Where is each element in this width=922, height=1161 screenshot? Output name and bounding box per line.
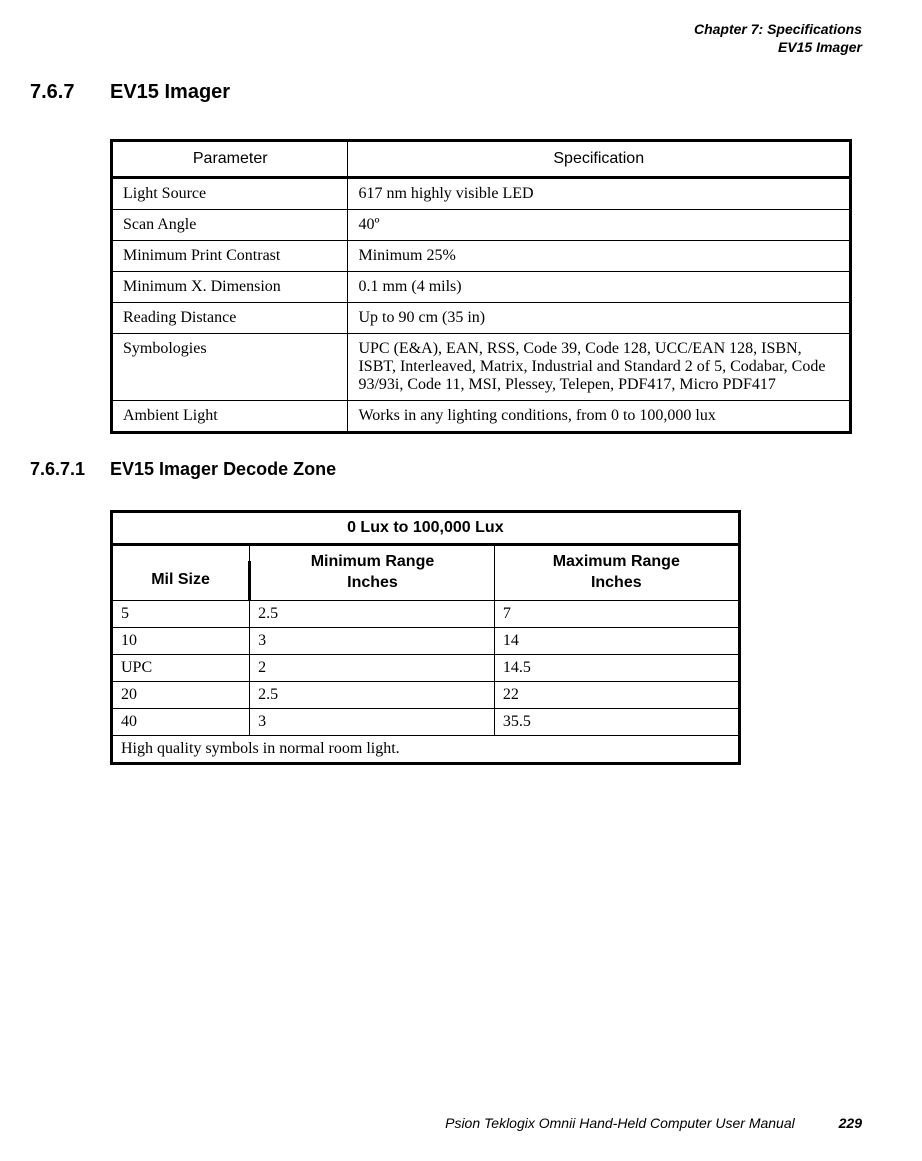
subsection-title: EV15 Imager Decode Zone — [110, 459, 336, 480]
table-row: Symbologies UPC (E&A), EAN, RSS, Code 39… — [112, 334, 851, 401]
max-range: 35.5 — [494, 708, 739, 735]
min-range: 3 — [250, 708, 495, 735]
spec-value: 617 nm highly visible LED — [348, 178, 851, 210]
empty-cell — [112, 545, 250, 561]
spec-value: Minimum 25% — [348, 241, 851, 272]
mil-size: UPC — [112, 654, 250, 681]
max-range: 14 — [494, 627, 739, 654]
spec-param: Minimum Print Contrast — [112, 241, 348, 272]
spec-value: Up to 90 cm (35 in) — [348, 303, 851, 334]
mil-size: 40 — [112, 708, 250, 735]
decode-table: 0 Lux to 100,000 Lux Minimum Range Inche… — [110, 510, 741, 765]
table-row: UPC 2 14.5 — [112, 654, 740, 681]
min-range: 2.5 — [250, 681, 495, 708]
decode-table-container: 0 Lux to 100,000 Lux Minimum Range Inche… — [110, 510, 852, 765]
table-row: 5 2.5 7 — [112, 600, 740, 627]
table-row: Minimum X. Dimension 0.1 mm (4 mils) — [112, 272, 851, 303]
table-row: Light Source 617 nm highly visible LED — [112, 178, 851, 210]
decode-table-footer: High quality symbols in normal room ligh… — [112, 735, 740, 763]
mil-size: 10 — [112, 627, 250, 654]
spec-table-container: Parameter Specification Light Source 617… — [110, 139, 852, 434]
chapter-subtitle: EV15 Imager — [30, 38, 862, 56]
table-row: 20 2.5 22 — [112, 681, 740, 708]
subsection-number: 7.6.7.1 — [30, 459, 110, 480]
spec-param: Reading Distance — [112, 303, 348, 334]
min-range: 2 — [250, 654, 495, 681]
decode-table-title: 0 Lux to 100,000 Lux — [112, 512, 740, 545]
max-range: 14.5 — [494, 654, 739, 681]
spec-param: Light Source — [112, 178, 348, 210]
min-range: 3 — [250, 627, 495, 654]
spec-value: 0.1 mm (4 mils) — [348, 272, 851, 303]
max-range: 22 — [494, 681, 739, 708]
spec-value: 40º — [348, 210, 851, 241]
table-row: Reading Distance Up to 90 cm (35 in) — [112, 303, 851, 334]
table-header-row: Minimum Range Inches Maximum Range Inche… — [112, 545, 740, 561]
table-row: 10 3 14 — [112, 627, 740, 654]
mil-size: 20 — [112, 681, 250, 708]
spec-value: UPC (E&A), EAN, RSS, Code 39, Code 128, … — [348, 334, 851, 401]
table-footer-row: High quality symbols in normal room ligh… — [112, 735, 740, 763]
page-header: Chapter 7: Specifications EV15 Imager — [30, 20, 862, 56]
spec-param: Ambient Light — [112, 401, 348, 433]
section-heading: 7.6.7 EV15 Imager — [30, 81, 862, 104]
max-range-header: Maximum Range Inches — [494, 545, 739, 601]
table-row: Scan Angle 40º — [112, 210, 851, 241]
min-range: 2.5 — [250, 600, 495, 627]
chapter-title: Chapter 7: Specifications — [30, 20, 862, 38]
spec-param: Symbologies — [112, 334, 348, 401]
spec-header-parameter: Parameter — [112, 141, 348, 178]
manual-title: Psion Teklogix Omnii Hand-Held Computer … — [445, 1115, 795, 1131]
section-number: 7.6.7 — [30, 81, 110, 104]
spec-value: Works in any lighting conditions, from 0… — [348, 401, 851, 433]
section-title: EV15 Imager — [110, 81, 230, 104]
spec-param: Scan Angle — [112, 210, 348, 241]
mil-size-header: Mil Size — [112, 561, 250, 601]
page-number: 229 — [839, 1115, 862, 1131]
spec-header-specification: Specification — [348, 141, 851, 178]
table-row: 40 3 35.5 — [112, 708, 740, 735]
spec-param: Minimum X. Dimension — [112, 272, 348, 303]
max-range: 7 — [494, 600, 739, 627]
subsection-heading: 7.6.7.1 EV15 Imager Decode Zone — [30, 459, 862, 480]
mil-size: 5 — [112, 600, 250, 627]
table-row: Ambient Light Works in any lighting cond… — [112, 401, 851, 433]
spec-table: Parameter Specification Light Source 617… — [110, 139, 852, 434]
table-title-row: 0 Lux to 100,000 Lux — [112, 512, 740, 545]
table-row: Minimum Print Contrast Minimum 25% — [112, 241, 851, 272]
page-footer: Psion Teklogix Omnii Hand-Held Computer … — [445, 1115, 862, 1131]
min-range-header: Minimum Range Inches — [250, 545, 495, 601]
